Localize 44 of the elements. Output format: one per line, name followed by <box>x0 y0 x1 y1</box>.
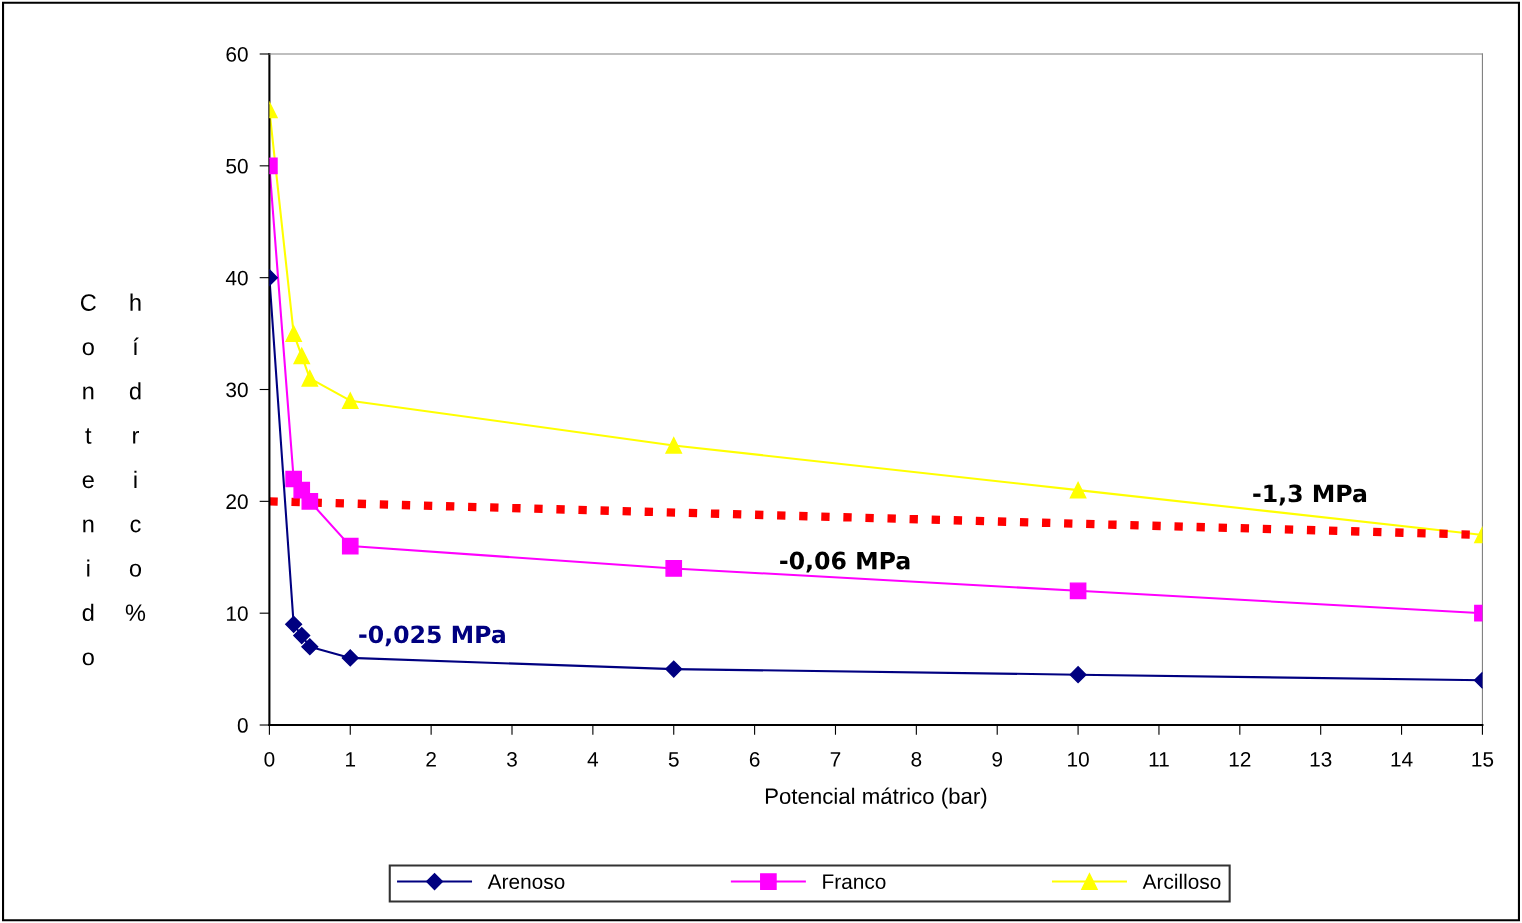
x-tick-label: 1 <box>346 752 356 767</box>
x-tick-label: 5 <box>668 752 679 767</box>
y-tick-label: 60 <box>226 47 248 62</box>
x-axis-title: Potencial mátrico (bar) <box>765 787 987 809</box>
x-tick-label: 12 <box>1229 751 1251 767</box>
x-tick-label: 4 <box>587 752 599 767</box>
annotation: -0,06 MPa <box>780 551 910 573</box>
x-tick-label: 0 <box>264 751 275 767</box>
point <box>341 649 359 667</box>
point <box>665 560 683 577</box>
point <box>301 493 319 510</box>
point <box>285 325 302 342</box>
legend-label: Arenoso <box>487 874 565 890</box>
point <box>293 347 311 365</box>
x-tick-label: 9 <box>992 751 1003 767</box>
legend-label: Franco <box>823 874 886 890</box>
annotation: -0,025 MPa <box>359 625 505 647</box>
y-tick-label: 10 <box>226 606 248 621</box>
annotation: -1,3 MPa <box>1253 484 1367 506</box>
x-tick-label: 13 <box>1310 751 1332 767</box>
x-tick-label: 8 <box>911 751 922 767</box>
y-tick-label: 40 <box>225 270 248 286</box>
point <box>293 626 311 645</box>
x-tick-label: 2 <box>426 751 436 767</box>
y-tick-label: 50 <box>226 158 248 174</box>
point <box>285 615 303 633</box>
legend-label: Arcilloso <box>1142 873 1221 890</box>
y-tick-label: 30 <box>226 382 248 398</box>
x-tick-label: 14 <box>1391 752 1413 767</box>
x-tick-label: 3 <box>507 751 517 767</box>
point <box>341 537 359 555</box>
point <box>341 392 359 410</box>
x-tick-label: 10 <box>1068 751 1089 767</box>
y-tick-label: 0 <box>237 718 248 733</box>
text: Contenido hídrico % <box>80 293 146 666</box>
x-tick-label: 15 <box>1472 752 1494 767</box>
x-tick-label: 6 <box>749 751 760 767</box>
point <box>665 660 683 678</box>
point <box>665 437 683 454</box>
point <box>301 638 319 656</box>
y-tick-label: 20 <box>226 494 248 510</box>
x-tick-label: 11 <box>1149 752 1169 767</box>
point <box>301 369 319 387</box>
x-tick-label: 7 <box>830 752 841 767</box>
